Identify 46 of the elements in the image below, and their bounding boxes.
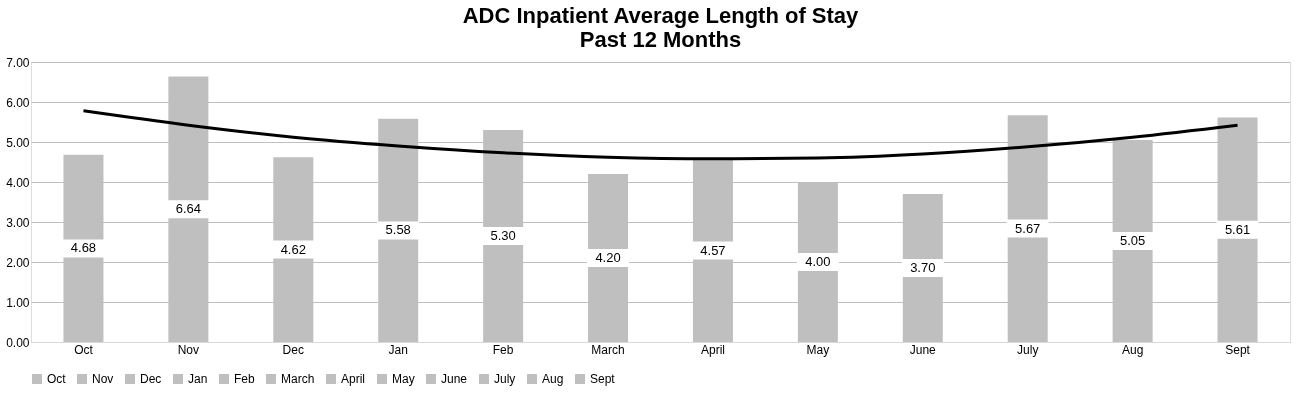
data-label: 4.62 — [280, 241, 306, 257]
y-tick-label: 2.00 — [6, 255, 30, 270]
legend-label: Feb — [234, 372, 255, 386]
legend-label: Sept — [590, 372, 616, 386]
line-series — [81, 109, 1240, 161]
x-tick-label: Jan — [388, 342, 408, 357]
data-label: 4.57 — [700, 242, 726, 258]
y-tick-label: 3.00 — [6, 215, 30, 230]
x-tick-label: Oct — [74, 342, 94, 357]
x-tick-label: July — [1017, 342, 1039, 357]
legend-label: Jan — [188, 372, 208, 386]
data-label: 4.68 — [70, 240, 97, 256]
legend-label: Dec — [140, 372, 162, 386]
y-tick-label: 5.00 — [6, 135, 30, 150]
data-label: 5.05 — [1119, 233, 1146, 248]
data-label: 5.30 — [490, 228, 516, 243]
y-tick-label: 6.00 — [6, 95, 30, 110]
x-tick-label: May — [806, 342, 830, 357]
x-tick-label: June — [909, 342, 937, 357]
x-tick-label: Dec — [282, 342, 304, 357]
x-tick-label: April — [700, 342, 725, 357]
y-tick-label: 1.00 — [6, 295, 30, 310]
chart-title: ADC Inpatient Average Length of Stay Past 12 Months — [462, 3, 860, 52]
data-label: 6.64 — [175, 201, 202, 217]
legend-label: March — [281, 372, 315, 386]
legend-label: Aug — [542, 372, 564, 386]
x-tick-label: Nov — [177, 342, 200, 357]
data-label: 5.67 — [1015, 220, 1041, 236]
data-label: 4.00 — [805, 254, 831, 269]
data-label: 5.61 — [1224, 221, 1251, 237]
y-tick-label: 4.00 — [6, 175, 30, 190]
legend-label: April — [341, 372, 366, 386]
legend-label: May — [392, 372, 415, 386]
data-label: 3.70 — [910, 260, 936, 275]
x-tick-label: Sept — [1225, 342, 1251, 357]
legend-label: Nov — [92, 372, 114, 386]
legend-label: July — [494, 372, 516, 386]
y-tick-label: 7.00 — [6, 55, 30, 70]
legend-label: June — [441, 372, 468, 386]
x-tick-label: Feb — [492, 342, 514, 357]
legend-label: Oct — [47, 372, 67, 386]
data-label: 5.58 — [385, 222, 411, 238]
x-tick-label: Aug — [1121, 342, 1144, 357]
data-label: 4.20 — [595, 250, 621, 265]
y-tick-label: 0.00 — [6, 335, 30, 350]
x-tick-label: March — [591, 342, 625, 357]
